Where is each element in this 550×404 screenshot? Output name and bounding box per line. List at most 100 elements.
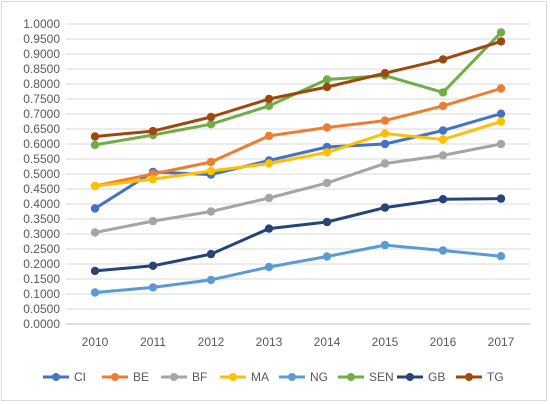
data-point xyxy=(206,120,216,129)
legend-label: MA xyxy=(251,370,269,384)
legend: CI BE BF MA NG SEN GB TG xyxy=(43,370,504,384)
data-point xyxy=(380,139,390,149)
data-point xyxy=(148,216,158,226)
data-point xyxy=(148,261,158,270)
y-axis-ticks: 0.00000.05000.10000.15000.20000.25000.30… xyxy=(23,17,60,331)
legend-item-be: BE xyxy=(102,370,149,384)
data-point xyxy=(206,166,216,176)
data-point xyxy=(496,28,506,37)
data-point xyxy=(148,174,158,184)
data-point xyxy=(148,283,158,292)
x-tick-label: 2016 xyxy=(430,335,457,349)
x-axis-ticks: 2010 2011 2012 2013 2014 2015 2016 2017 xyxy=(82,335,515,349)
data-point xyxy=(380,159,390,168)
x-tick-label: 2017 xyxy=(488,335,515,349)
legend-marker xyxy=(52,373,60,381)
data-point xyxy=(264,193,274,203)
data-point xyxy=(206,157,216,167)
y-tick-label: 0.0500 xyxy=(23,302,60,316)
data-point xyxy=(496,109,506,118)
legend-item-ng: NG xyxy=(279,370,328,384)
data-point xyxy=(322,178,332,188)
series-line xyxy=(93,142,503,234)
legend-item-gb: GB xyxy=(397,370,445,384)
series-line xyxy=(93,87,503,188)
legend-marker xyxy=(170,373,178,381)
data-point xyxy=(438,195,448,204)
data-point xyxy=(264,224,274,233)
data-point xyxy=(206,249,216,259)
x-tick-label: 2014 xyxy=(314,335,341,349)
data-point xyxy=(264,159,274,168)
data-point xyxy=(380,69,390,78)
data-point xyxy=(90,140,100,150)
x-tick-label: 2010 xyxy=(82,335,109,349)
data-point xyxy=(438,101,448,111)
data-point xyxy=(496,252,506,261)
legend-item-ci: CI xyxy=(43,370,86,384)
legend-marker xyxy=(465,373,473,381)
legend-label: TG xyxy=(487,370,504,384)
data-point xyxy=(90,288,100,297)
data-point xyxy=(322,82,332,92)
data-point xyxy=(496,84,506,93)
x-tick-label: 2012 xyxy=(198,335,225,349)
legend-marker xyxy=(347,373,355,381)
legend-label: BE xyxy=(133,370,149,384)
series-lines xyxy=(90,28,506,297)
series-line xyxy=(93,243,503,294)
y-tick-label: 0.2500 xyxy=(23,242,60,256)
data-point xyxy=(496,37,506,46)
data-point xyxy=(90,132,100,141)
data-point xyxy=(90,228,100,237)
y-tick-label: 0.1500 xyxy=(23,272,60,286)
y-tick-label: 0.7000 xyxy=(23,107,60,121)
y-tick-label: 0.9000 xyxy=(23,47,60,61)
data-point xyxy=(264,101,274,111)
legend-marker xyxy=(288,373,296,381)
y-tick-label: 0.6500 xyxy=(23,122,60,136)
data-point xyxy=(90,181,100,191)
y-tick-label: 0.7500 xyxy=(23,92,60,106)
legend-item-bf: BF xyxy=(161,370,207,384)
data-point xyxy=(380,203,390,212)
data-point xyxy=(206,207,216,216)
legend-label: SEN xyxy=(369,370,394,384)
legend-marker xyxy=(229,373,237,381)
data-point xyxy=(90,204,100,213)
data-point xyxy=(322,123,332,132)
legend-item-ma: MA xyxy=(220,370,269,384)
data-point xyxy=(438,126,448,135)
y-tick-label: 0.1000 xyxy=(23,287,60,301)
x-tick-label: 2011 xyxy=(140,335,166,349)
y-tick-label: 0.8000 xyxy=(23,77,60,91)
y-tick-label: 0.2000 xyxy=(23,257,60,271)
data-point xyxy=(322,252,332,261)
legend-item-sen: SEN xyxy=(338,370,394,384)
data-point xyxy=(322,217,332,227)
data-point xyxy=(438,135,448,144)
y-tick-label: 0.6000 xyxy=(23,137,60,151)
data-point xyxy=(438,246,448,255)
y-tick-label: 0.4500 xyxy=(23,182,60,196)
legend-label: CI xyxy=(74,370,86,384)
data-point xyxy=(90,266,100,276)
data-point xyxy=(264,131,274,141)
legend-marker xyxy=(111,373,119,381)
series-line xyxy=(93,197,503,273)
y-tick-label: 0.3500 xyxy=(23,212,60,226)
y-tick-label: 0.9500 xyxy=(23,32,60,46)
x-tick-label: 2013 xyxy=(256,335,283,349)
series-tg xyxy=(90,37,506,141)
data-point xyxy=(496,117,506,126)
data-point xyxy=(322,148,332,157)
data-point xyxy=(496,194,506,203)
legend-label: BF xyxy=(192,370,207,384)
legend-label: GB xyxy=(428,370,445,384)
y-tick-label: 0.4000 xyxy=(23,197,60,211)
series-ng xyxy=(90,240,506,297)
series-gb xyxy=(90,194,506,276)
legend-marker xyxy=(406,373,414,381)
series-line xyxy=(93,120,503,188)
